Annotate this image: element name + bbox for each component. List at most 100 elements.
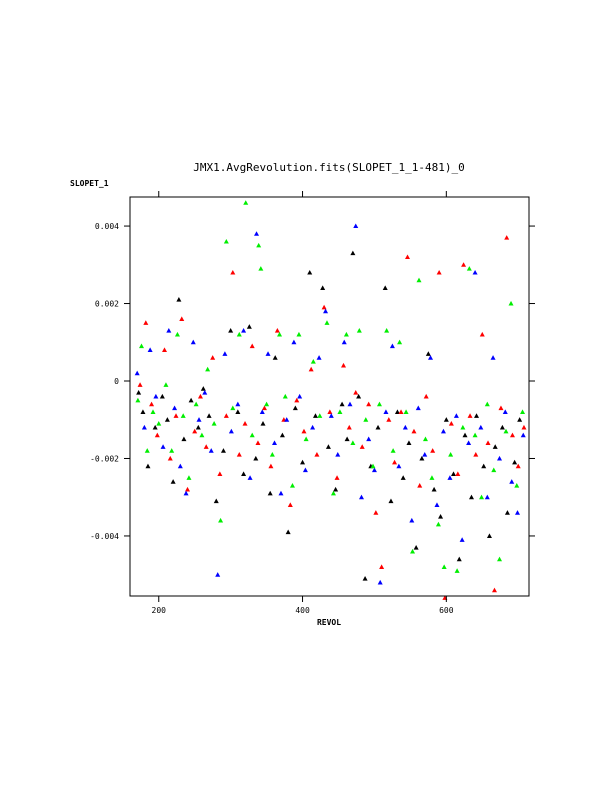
data-point-s1-21 bbox=[268, 463, 274, 469]
data-point-s3-27 bbox=[296, 331, 302, 337]
data-point-s1-25 bbox=[294, 397, 300, 403]
data-point-s1-33 bbox=[346, 424, 352, 430]
data-points bbox=[134, 200, 527, 600]
data-point-s0-4 bbox=[159, 393, 165, 399]
data-point-s2-43 bbox=[402, 424, 408, 430]
data-point-s3-56 bbox=[484, 401, 490, 407]
data-point-s2-40 bbox=[383, 409, 389, 414]
data-point-s0-59 bbox=[504, 510, 510, 515]
data-point-s0-9 bbox=[188, 397, 194, 403]
data-point-s3-9 bbox=[186, 475, 192, 480]
data-point-s2-15 bbox=[228, 428, 234, 434]
data-point-s0-38 bbox=[375, 424, 381, 430]
data-point-s1-56 bbox=[491, 587, 497, 593]
data-point-s3-39 bbox=[376, 401, 382, 407]
data-point-s1-7 bbox=[179, 316, 185, 322]
y-tick-label-3: -0.002 bbox=[90, 454, 119, 463]
y-tick-label-0: 0.004 bbox=[95, 222, 119, 231]
data-point-s3-51 bbox=[454, 568, 460, 573]
x-tick-label-1: 400 bbox=[295, 606, 310, 615]
data-point-s0-29 bbox=[320, 285, 326, 291]
data-point-s3-38 bbox=[370, 463, 376, 469]
data-point-s3-5 bbox=[163, 382, 169, 387]
data-point-s3-37 bbox=[363, 417, 369, 422]
data-point-s2-46 bbox=[422, 452, 428, 457]
data-point-s0-17 bbox=[241, 471, 247, 476]
data-point-s0-7 bbox=[176, 297, 182, 302]
data-point-s2-24 bbox=[284, 417, 290, 422]
data-point-s1-9 bbox=[192, 428, 198, 434]
data-point-s1-51 bbox=[461, 262, 467, 267]
x-tick-label-2: 600 bbox=[439, 606, 454, 615]
data-point-s3-3 bbox=[150, 409, 156, 414]
data-point-s3-15 bbox=[223, 238, 229, 244]
data-point-s0-51 bbox=[456, 556, 462, 562]
data-point-s1-34 bbox=[353, 390, 359, 395]
data-point-s1-39 bbox=[386, 417, 392, 422]
data-point-s3-18 bbox=[243, 200, 249, 205]
data-point-s3-59 bbox=[503, 428, 509, 434]
data-point-s2-27 bbox=[302, 467, 308, 473]
data-point-s2-61 bbox=[514, 510, 520, 515]
data-point-s0-23 bbox=[279, 432, 285, 438]
data-point-s0-28 bbox=[312, 413, 318, 418]
data-point-s2-4 bbox=[160, 444, 166, 449]
data-point-s2-47 bbox=[428, 355, 434, 360]
data-point-s3-23 bbox=[269, 452, 275, 457]
data-point-s1-13 bbox=[217, 471, 223, 476]
data-point-s1-28 bbox=[314, 452, 320, 457]
data-point-s0-50 bbox=[451, 471, 457, 476]
data-point-s3-35 bbox=[350, 440, 356, 445]
data-point-s3-12 bbox=[205, 366, 211, 372]
data-point-s3-40 bbox=[384, 328, 390, 333]
data-point-s1-52 bbox=[467, 413, 473, 418]
data-point-s2-42 bbox=[396, 463, 402, 469]
data-point-s1-22 bbox=[274, 328, 280, 333]
data-point-s3-33 bbox=[337, 409, 343, 414]
data-point-s3-34 bbox=[343, 331, 349, 337]
data-point-s3-13 bbox=[211, 421, 217, 426]
data-point-s1-16 bbox=[236, 452, 242, 457]
data-point-s0-40 bbox=[388, 498, 394, 504]
data-point-s2-30 bbox=[323, 308, 329, 314]
data-point-s3-4 bbox=[156, 421, 162, 426]
plot-frame bbox=[129, 196, 530, 597]
data-point-s2-44 bbox=[409, 517, 415, 523]
data-point-s1-8 bbox=[185, 486, 191, 492]
data-point-s0-32 bbox=[339, 401, 345, 407]
data-point-s2-38 bbox=[371, 467, 377, 473]
data-point-s2-60 bbox=[509, 479, 515, 484]
data-point-s1-14 bbox=[223, 413, 229, 418]
data-point-s3-36 bbox=[356, 328, 362, 333]
data-point-s0-44 bbox=[413, 544, 419, 550]
data-point-s0-15 bbox=[228, 328, 234, 333]
data-point-s2-6 bbox=[172, 405, 178, 411]
data-point-s0-39 bbox=[382, 285, 388, 291]
data-point-s0-57 bbox=[492, 444, 498, 449]
data-point-s1-43 bbox=[411, 428, 417, 434]
data-point-s2-3 bbox=[153, 393, 159, 399]
data-point-s1-0 bbox=[137, 382, 143, 387]
data-point-s2-41 bbox=[389, 343, 395, 349]
data-point-s0-30 bbox=[325, 444, 331, 449]
data-point-s0-11 bbox=[200, 386, 206, 391]
data-point-s0-8 bbox=[181, 436, 187, 442]
data-point-s1-15 bbox=[230, 269, 236, 275]
data-point-s2-57 bbox=[490, 355, 496, 360]
data-point-s1-50 bbox=[455, 471, 461, 476]
data-point-s0-36 bbox=[362, 575, 368, 581]
data-point-s1-3 bbox=[154, 432, 160, 438]
data-point-s2-39 bbox=[377, 579, 383, 585]
data-point-s2-37 bbox=[366, 436, 372, 442]
data-point-s2-52 bbox=[459, 537, 465, 542]
y-tick-label-4: -0.004 bbox=[90, 532, 119, 541]
data-point-s0-61 bbox=[517, 417, 523, 422]
data-point-s2-54 bbox=[472, 269, 478, 275]
data-point-s3-49 bbox=[441, 564, 447, 569]
data-point-s3-1 bbox=[139, 343, 145, 349]
data-point-s2-49 bbox=[440, 428, 446, 434]
data-point-s3-32 bbox=[330, 490, 336, 496]
data-point-s0-60 bbox=[512, 459, 518, 465]
data-point-s1-44 bbox=[417, 482, 423, 488]
data-point-s2-5 bbox=[166, 328, 172, 333]
